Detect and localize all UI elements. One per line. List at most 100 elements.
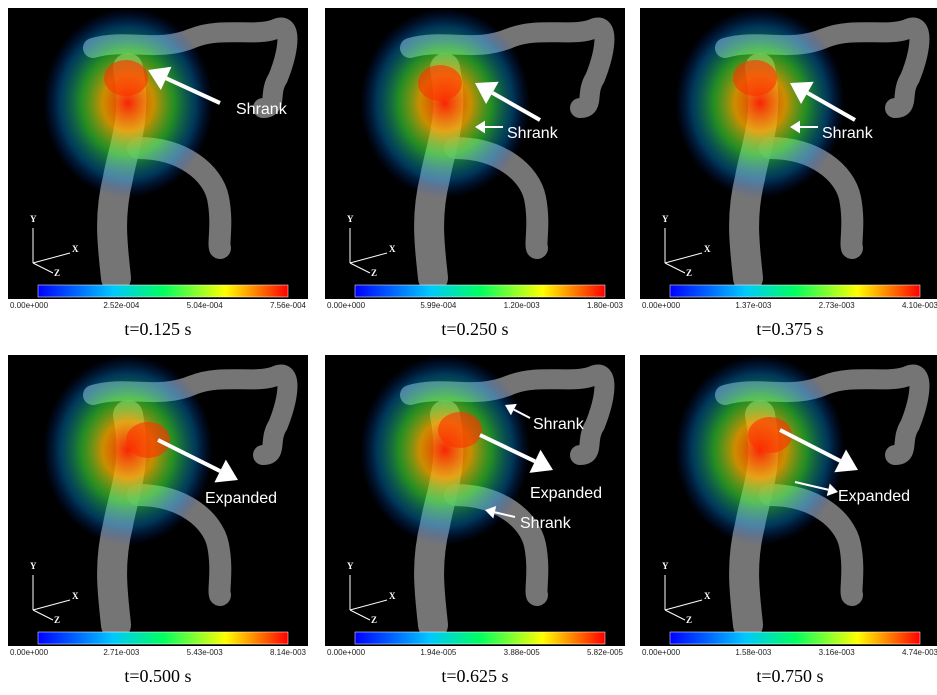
- velocity-core: [126, 422, 170, 458]
- axis-label: Y: [347, 561, 354, 571]
- axis-label: Z: [371, 615, 377, 625]
- colorbar-label: 2.73e-003: [819, 301, 856, 310]
- arrow-shaft: [513, 408, 531, 419]
- colorbar-label-strip: [640, 646, 937, 658]
- axis-line: [32, 262, 54, 274]
- arrow-head: [834, 449, 858, 473]
- axis-label: Z: [686, 268, 692, 278]
- colorbar-label: 0.00e+000: [327, 301, 366, 310]
- colorbar-label: 5.43e-003: [187, 648, 224, 657]
- axis-label: Y: [662, 214, 669, 224]
- colorbar: [354, 631, 606, 645]
- arrow-shaft: [779, 428, 842, 463]
- axis-label: Z: [54, 268, 60, 278]
- colorbar-label: 1.20e-003: [504, 301, 541, 310]
- axis-line: [349, 262, 371, 274]
- colorbar-label: 2.52e-004: [103, 301, 140, 310]
- panel: Y X Z Expanded 0.00e+000 2.71e-003 5.43e-003 8.…: [8, 355, 308, 686]
- arrow-head: [485, 506, 497, 519]
- arrow-head: [214, 459, 238, 483]
- velocity-field: [360, 8, 530, 198]
- arrow-head: [475, 81, 499, 105]
- axis-label: X: [72, 244, 79, 254]
- arrow-shaft: [157, 438, 222, 473]
- axis-line: [349, 599, 388, 611]
- colorbar-label: 0.00e+000: [10, 648, 49, 657]
- colorbar: [37, 284, 289, 298]
- annotation: Expanded: [205, 490, 277, 507]
- annotation: Shrank: [507, 125, 559, 142]
- colorbar-label: 1.37e-003: [735, 301, 772, 310]
- axis-line: [349, 252, 388, 264]
- colorbar-label: 5.99e-004: [420, 301, 457, 310]
- colorbar-label: 4.74e-003: [902, 648, 937, 657]
- arrow-head: [790, 81, 814, 105]
- arrow-head: [475, 120, 485, 134]
- axis-label: Z: [371, 268, 377, 278]
- axis-label: Y: [662, 561, 669, 571]
- colorbar-label: 0.00e+000: [642, 648, 681, 657]
- axis-label: X: [72, 591, 79, 601]
- axis-line: [664, 252, 703, 264]
- velocity-core: [438, 412, 482, 448]
- axis-line: [32, 252, 71, 264]
- colorbar-label: 1.94e-005: [420, 648, 457, 657]
- colorbar-label: 3.16e-003: [819, 648, 856, 657]
- caption: t=0.250 s: [441, 319, 508, 339]
- caption: t=0.750 s: [756, 666, 823, 686]
- arrow-head: [148, 66, 172, 90]
- velocity-field: [675, 8, 845, 198]
- velocity-core: [733, 60, 777, 96]
- colorbar-label: 1.58e-003: [735, 648, 772, 657]
- panel: Y X Z Shrank 0.00e+000 5.99e-004 1.20e-003 1.80…: [325, 8, 625, 339]
- arrow-shaft: [491, 91, 541, 122]
- annotation: Shrank: [520, 515, 572, 532]
- annotation: Shrank: [533, 416, 585, 433]
- axis-label: Z: [686, 615, 692, 625]
- velocity-field: [43, 355, 213, 545]
- axis-label: Y: [347, 214, 354, 224]
- annotation: Shrank: [236, 101, 288, 118]
- colorbar: [669, 631, 921, 645]
- arrow-head: [826, 483, 838, 496]
- panel: Y X Z Shrank 0.00e+000 2.52e-004 5.04e-004 7.56…: [8, 8, 308, 339]
- arrow-shaft: [494, 511, 516, 518]
- annotation: Expanded: [838, 488, 910, 505]
- colorbar-label: 0.00e+000: [10, 301, 49, 310]
- velocity-core: [104, 60, 148, 96]
- colorbar-label: 1.80e-003: [587, 301, 624, 310]
- colorbar-label: 0.00e+000: [642, 301, 681, 310]
- arrow-shaft: [806, 91, 856, 122]
- colorbar-label-strip: [325, 299, 625, 311]
- colorbar-label-strip: [325, 646, 625, 658]
- arrow-head: [790, 120, 800, 134]
- colorbar-label: 7.56e-004: [270, 301, 307, 310]
- axis-line: [664, 599, 703, 611]
- axis-line: [32, 609, 54, 621]
- colorbar: [354, 284, 606, 298]
- colorbar: [669, 284, 921, 298]
- axis-line: [664, 609, 686, 621]
- colorbar-label-strip: [8, 299, 308, 311]
- velocity-core: [748, 417, 792, 453]
- arrow-head: [529, 449, 553, 473]
- arrow-shaft: [479, 433, 536, 464]
- annotation: Shrank: [822, 125, 874, 142]
- colorbar-label: 0.00e+000: [327, 648, 366, 657]
- caption: t=0.500 s: [124, 666, 191, 686]
- velocity-field: [43, 8, 213, 198]
- colorbar-label: 5.04e-004: [187, 301, 224, 310]
- axis-label: X: [389, 244, 396, 254]
- colorbar: [37, 631, 289, 645]
- colorbar-label: 8.14e-003: [270, 648, 307, 657]
- axis-label: X: [704, 591, 711, 601]
- annotation: Expanded: [530, 485, 602, 502]
- axis-label: X: [704, 244, 711, 254]
- axis-line: [349, 609, 371, 621]
- axis-line: [664, 262, 686, 274]
- arrow-head: [505, 403, 517, 416]
- velocity-core: [418, 65, 462, 101]
- colorbar-label: 2.71e-003: [103, 648, 140, 657]
- colorbar-label-strip: [8, 646, 308, 658]
